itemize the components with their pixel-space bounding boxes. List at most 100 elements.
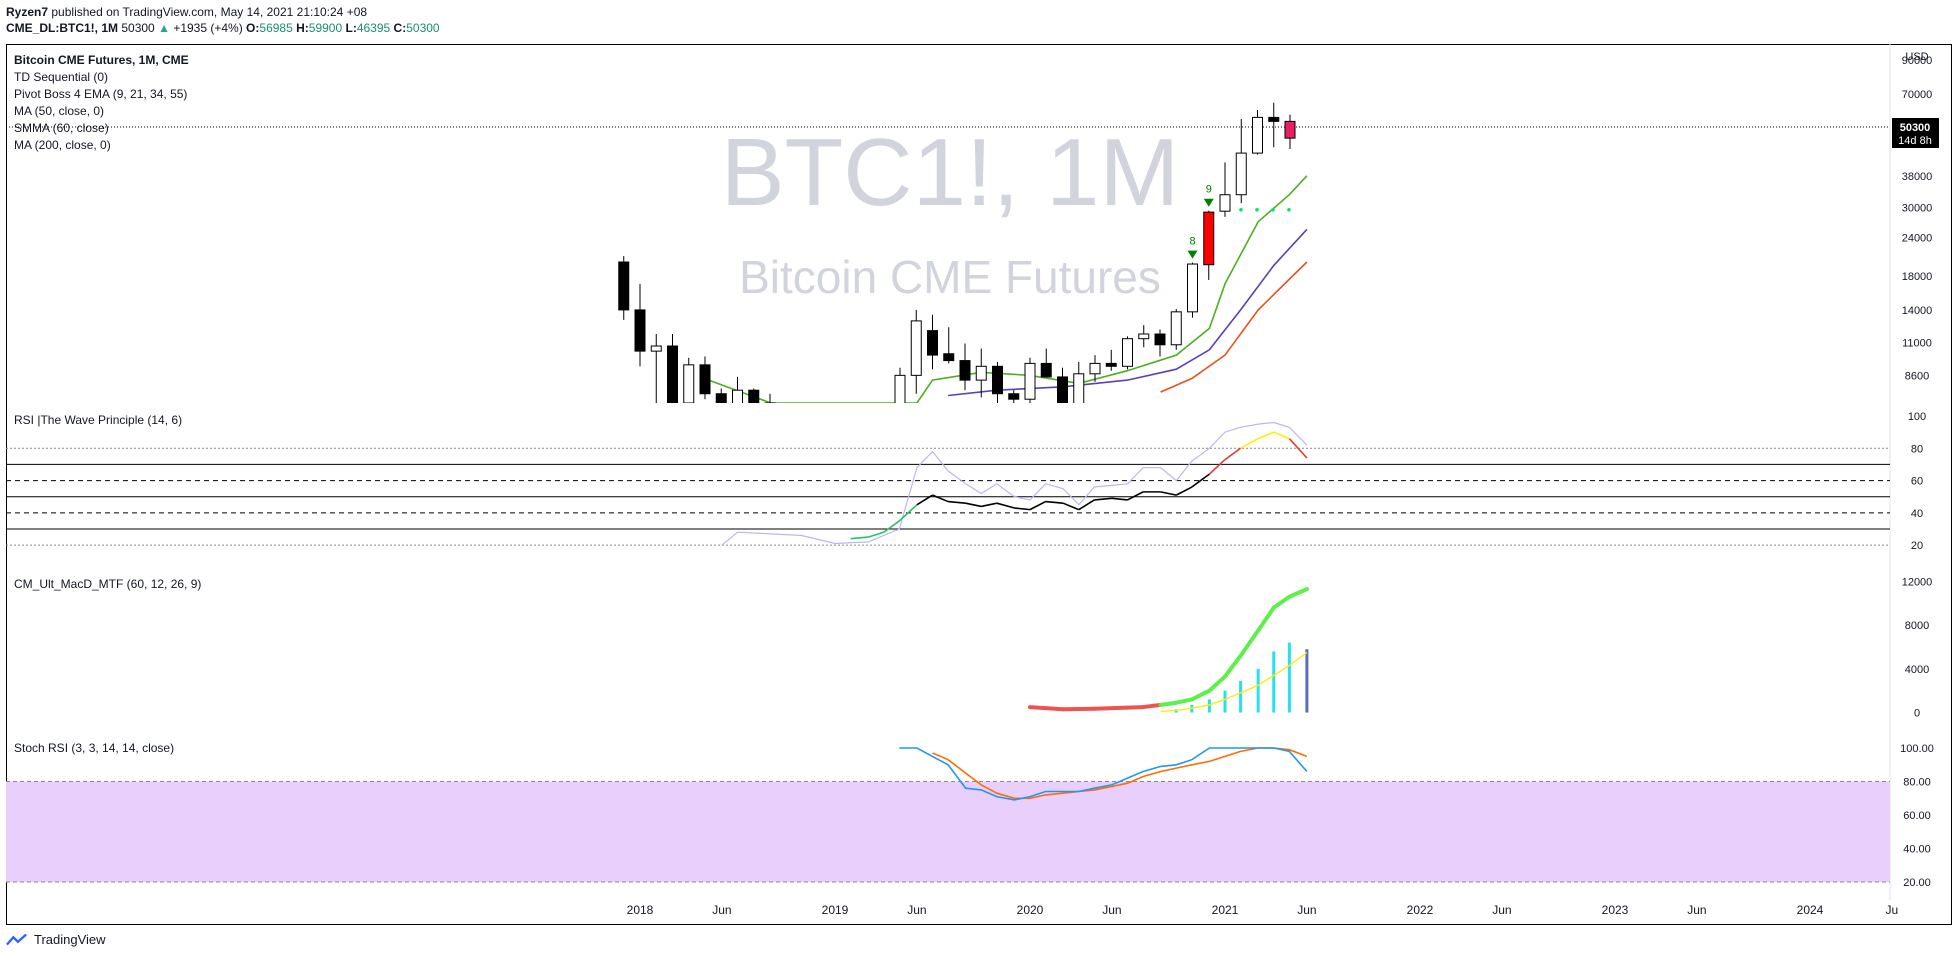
rsi-tick: 80 [1911,443,1923,455]
macd-tick: 8000 [1905,620,1929,632]
stoch-legend[interactable]: Stoch RSI (3, 3, 14, 14, close) [14,741,175,755]
main-legend-title[interactable]: Bitcoin CME Futures, 1M, CME [14,53,189,67]
legend-ma50[interactable]: MA (50, close, 0) [14,104,105,118]
rsi-pane[interactable]: 100 80 60 40 20 [6,411,1926,552]
candle-body[interactable] [1122,338,1133,367]
time-tick: 2022 [1407,903,1434,917]
symbol-line: CME_DL:BTC1!, 1M 50300 ▲ +1935 (+4%) O:5… [6,20,440,36]
change-value: +1935 (+4%) [173,21,243,35]
stoch-tick: 20.00 [1903,877,1931,889]
low-value: 46395 [356,21,391,35]
candle-body[interactable] [732,389,743,415]
candle-body[interactable] [992,365,1003,395]
price-axis-unit: USD [1905,51,1928,63]
price-pane[interactable]: 89 [618,102,1308,478]
candle-body[interactable] [927,330,938,356]
footer-brand[interactable]: TradingView [34,932,106,947]
candle-body[interactable] [1008,393,1020,400]
candle-body[interactable] [1203,211,1215,266]
price-tick: 11000 [1902,337,1932,349]
candle-body[interactable] [699,364,711,395]
candle-body[interactable] [715,393,727,415]
candle-body[interactable] [748,389,760,403]
macd-line-segment [1092,705,1130,711]
macd-pane[interactable]: 12000 8000 4000 0 [1028,576,1933,720]
macd-tick: 12000 [1902,576,1933,588]
rsi-line-segment [1127,491,1144,501]
legend-td-sequential[interactable]: TD Sequential (0) [14,70,109,84]
legend-pivot-boss[interactable]: Pivot Boss 4 EMA (9, 21, 34, 55) [14,87,188,101]
candle-body[interactable] [1170,311,1182,346]
price-axis[interactable]: USD 900007000050000380003000024000180001… [1892,51,1939,382]
candle-body[interactable] [683,364,695,403]
legend-smma60[interactable]: SMMA (60, close) [14,121,109,135]
stoch-tick: 60.00 [1903,810,1931,822]
chart-frame[interactable] [6,44,1952,925]
tradingview-logo-icon [6,933,27,945]
candle-body[interactable] [1024,362,1036,400]
candle-body[interactable] [910,320,922,376]
candle-body[interactable] [764,402,776,411]
time-tick: 2018 [627,903,654,917]
rsi-line-segment [1111,497,1128,501]
last-price-tag [1892,118,1939,148]
candle-body[interactable] [1252,116,1263,154]
macd-line-segment [1223,653,1243,679]
macd-tick: 0 [1914,708,1920,720]
price-tick: 30000 [1902,203,1933,215]
candle-body[interactable] [1073,373,1085,413]
rsi-tick: 100 [1908,411,1926,423]
candle-body[interactable] [894,374,906,435]
candle-body[interactable] [1105,362,1117,367]
legend-ma200[interactable]: MA (200, close, 0) [14,138,111,152]
rsi-line-segment [1288,438,1308,459]
candle-body[interactable] [650,345,662,352]
time-tick: 2020 [1017,903,1044,917]
candle-body[interactable] [959,360,971,381]
time-tick: Jun [712,903,731,917]
candle-body[interactable] [975,365,987,381]
pivot-dot [1287,208,1291,212]
macd-line-segment [1061,706,1097,712]
candle-body[interactable] [667,345,678,403]
countdown-label: 14d 8h [1898,135,1932,147]
time-tick: 2021 [1212,903,1239,917]
stoch-d-line [932,747,1308,800]
candle-body[interactable] [1154,333,1166,346]
ema9-line [704,175,1308,403]
published-text: published on TradingView.com, May 14, 20… [51,5,368,19]
td-arrow-icon [1187,250,1198,259]
macd-line-segment [1141,702,1163,710]
rsi-legend[interactable]: RSI |The Wave Principle (14, 6) [14,413,183,427]
rsi-line-segment [996,502,1015,509]
rsi-line-segment [965,502,982,508]
candle-body[interactable] [943,353,955,362]
stoch-band [6,781,1890,882]
rsi-line-segment [1224,447,1242,461]
low-label: L: [345,21,357,35]
time-axis[interactable]: 2018 Jun 2019 Jun 2020 Jun 2021 Jun 2022 Jun 2023 J… [627,903,1899,917]
macd-legend[interactable]: CM_Ult_MacD_MTF (60, 12, 26, 9) [14,577,202,591]
rsi-line-segment [1191,473,1210,488]
candle-body[interactable] [618,261,630,311]
rsi-line-segment [850,536,869,540]
last-value: 50300 [121,21,155,35]
candle-body[interactable] [1057,376,1068,413]
candle-body[interactable] [634,309,646,352]
publisher-name[interactable]: Ryzen7 [6,5,49,19]
candle-body[interactable] [1187,263,1198,313]
rsi-line-segment [867,531,884,538]
change-arrow-icon: ▲ [158,21,170,35]
high-value: 59900 [308,21,343,35]
candle-body[interactable] [1219,194,1231,212]
candle-body[interactable] [1268,116,1280,122]
open-value: 56985 [259,21,293,35]
stoch-pane[interactable]: 100.00 80.00 60.00 40.00 20.00 [6,743,1934,889]
pivot-dot [1239,208,1243,212]
candle-body[interactable] [1089,362,1101,375]
candle-body[interactable] [1284,120,1296,139]
candle-body[interactable] [1138,333,1150,340]
candle-body[interactable] [1040,362,1052,378]
candle-body[interactable] [1235,152,1247,196]
